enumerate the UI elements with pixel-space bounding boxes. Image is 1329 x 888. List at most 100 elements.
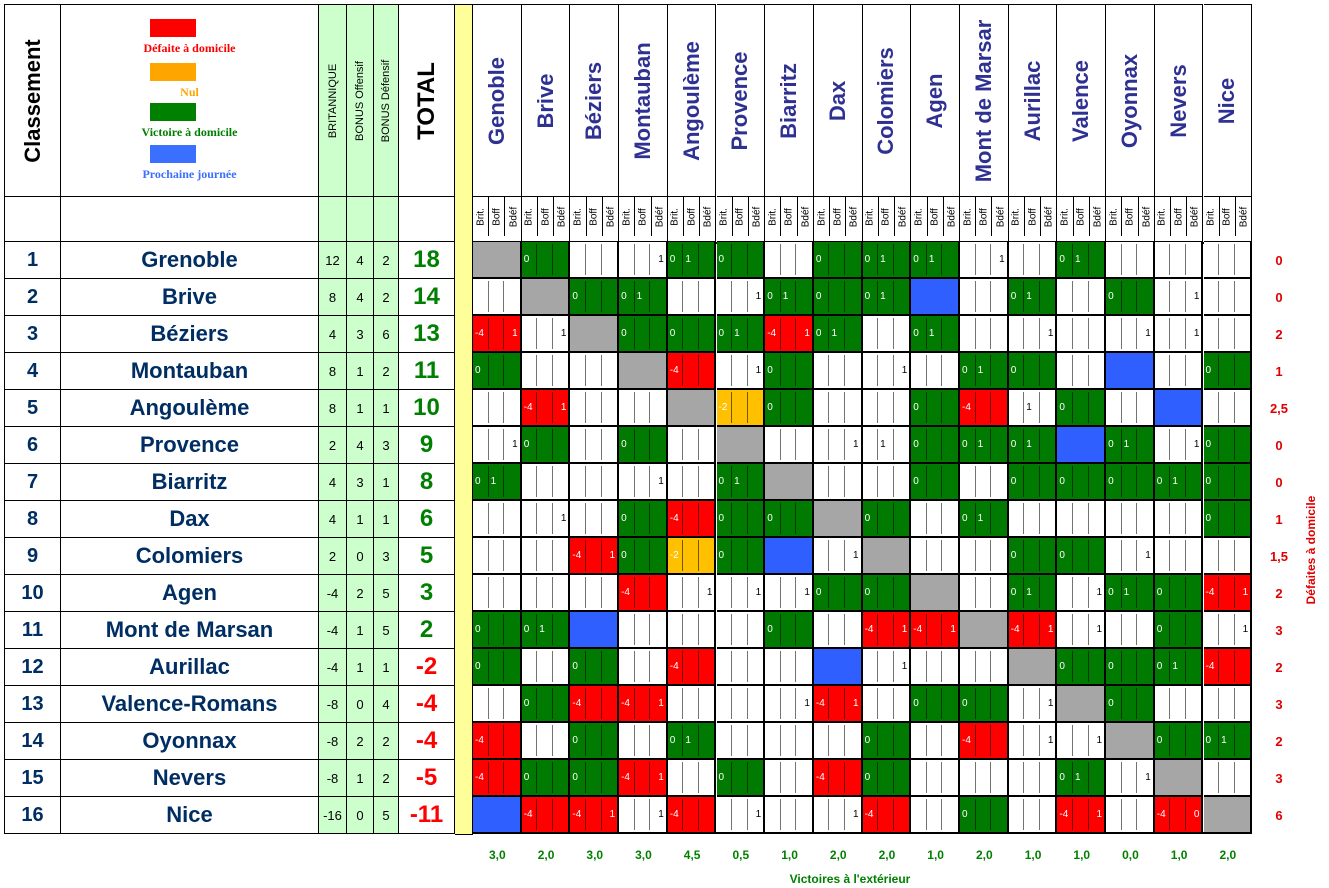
match-sub-cell [489,503,505,534]
match-sub-cell [1009,799,1025,830]
match-value: 1 [1047,735,1054,746]
match-sub-cell [1040,577,1056,608]
match-value: 0 [913,328,919,339]
match-sub-cell [911,762,927,793]
match-cell: 0 [716,242,766,279]
match-cell [1203,279,1253,316]
match-sub-cell [1155,429,1171,460]
match-sub-cell: 0 [1009,355,1025,386]
bdef-cell: 3 [374,427,399,464]
away-wins-value: 3,0 [489,848,506,862]
match-sub-cell [504,281,520,312]
match-sub-cell [1170,355,1186,386]
home-losses-value: 3 [1275,623,1283,638]
column-subheader-14: Brit. Boff Bdéf [1106,197,1155,242]
match-value: -4 [767,328,777,339]
match-sub-cell [991,281,1007,312]
match-sub-cell [504,725,520,756]
match-sub-cell [942,799,958,830]
match-sub-cell: 1 [894,355,910,386]
match-value: 0 [621,328,627,339]
match-sub-cell [732,281,748,312]
match-sub-cell [619,651,635,682]
match-sub-cell: -4 [1057,799,1073,830]
match-cell [1203,316,1253,353]
match-sub-cell [602,503,618,534]
match-sub-cell [683,577,699,608]
match-sub-cell [942,318,958,349]
match-sub-cell [635,688,651,719]
bdef-cell: 4 [374,686,399,723]
match-sub-cell [1219,392,1235,423]
match-sub-cell [473,503,489,534]
match-cell [473,390,522,427]
match-value: -4 [913,624,923,635]
match-sub-cell [1186,503,1202,534]
sub-label: Boff [588,207,600,226]
table-row: 11 Mont de Marsan -4 1 5 2 [4,612,455,649]
match-cell [1106,242,1155,279]
match-sub-cell [814,614,830,645]
sub-cell: Bdéf [652,197,668,236]
match-value: -4 [621,698,630,709]
match-cell: -4 [473,760,522,797]
match-sub-cell [1137,244,1153,275]
match-value: -4 [523,809,533,820]
match-sub-cell: 1 [1235,614,1251,645]
match-cell [521,649,571,686]
match-cell: 1 [619,242,668,279]
match-sub-cell [537,540,553,571]
match-sub-cell [717,651,733,682]
bdef-cell: 6 [374,316,399,353]
match-value: 0 [962,698,968,709]
sub-label: Bdéf [508,206,520,227]
column-header-label: Provence [727,50,753,151]
match-sub-cell: 0 [473,614,489,645]
match-sub-cell [1219,688,1235,719]
match-sub-cell [1186,540,1202,571]
match-value: 0 [1010,587,1017,598]
match-sub-cell [894,318,910,349]
match-value: 1 [1026,402,1032,413]
match-cell [521,538,571,575]
match-sub-cell [960,762,976,793]
match-sub-cell [553,725,569,756]
match-sub-cell [894,762,910,793]
match-cell [619,353,668,390]
match-cell [1203,797,1253,834]
sub-cell: Bdéf [700,197,716,236]
match-cell [813,390,863,427]
match-value: 0 [864,735,871,746]
brit-cell: 12 [318,242,347,279]
match-sub-cell: -4 [619,762,635,793]
match-sub-cell: 0 [619,503,635,534]
sub-cell: Brit. [1155,197,1172,236]
match-value: -4 [523,402,533,413]
match-sub-cell: 0 [1009,429,1025,460]
match-sub-cell [942,429,958,460]
match-cell: 0 [1154,612,1204,649]
sub-label: Bdéf [848,206,860,227]
match-value: 1 [658,254,664,265]
match-cell [765,538,814,575]
match-sub-cell [732,392,748,423]
sub-cell: Boff [1025,197,1042,236]
match-sub-cell [553,577,569,608]
boff-cell: 0 [347,538,374,575]
match-cell: -4 0 [1154,797,1204,834]
match-value: 1 [977,365,984,376]
match-sub-cell [894,429,910,460]
match-sub-cell [650,651,666,682]
match-cell [716,686,766,723]
match-sub-cell [894,466,910,497]
match-sub-cell [911,799,927,830]
match-sub-cell [991,688,1007,719]
match-sub-cell [1219,244,1235,275]
match-cell [667,612,717,649]
legend-label-2: Nul [180,85,199,99]
match-sub-cell [668,688,684,719]
total-cell: 6 [399,501,455,538]
match-sub-cell: 1 [829,318,846,349]
